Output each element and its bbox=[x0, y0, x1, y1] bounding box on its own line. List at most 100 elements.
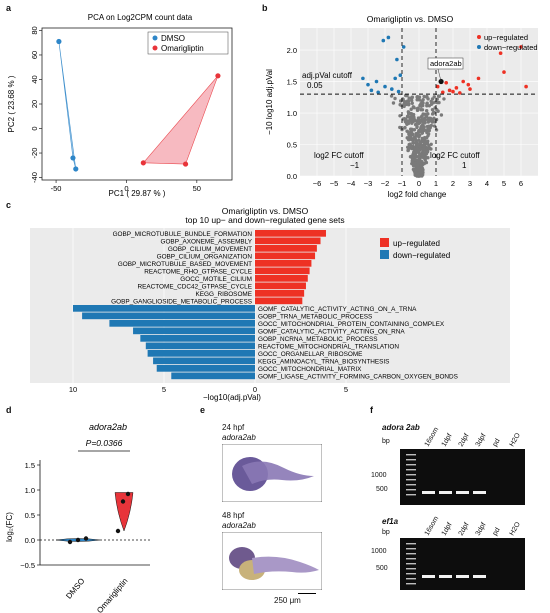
pca-ytick-label: 0 bbox=[30, 126, 39, 130]
gel-ladder-band bbox=[406, 464, 416, 466]
box-xtick-omarigliptin: Omarigliptin bbox=[95, 577, 129, 613]
volcano-ns-point bbox=[409, 154, 414, 159]
volcano-ns-point bbox=[432, 124, 437, 128]
geneset-bar-up bbox=[255, 245, 317, 252]
volcano-ytick-label: 2.0 bbox=[287, 46, 297, 55]
gel-ladder-band bbox=[406, 479, 416, 481]
volcano-ns-point bbox=[412, 106, 416, 110]
box-plot-layer bbox=[55, 491, 134, 545]
pca-ytick-label: 80 bbox=[30, 26, 39, 34]
volcano-xtick-label: −3 bbox=[364, 179, 373, 188]
volcano-ns-point bbox=[420, 131, 425, 135]
geneset-bar-up bbox=[255, 282, 306, 290]
volcano-up-point bbox=[524, 84, 528, 89]
volcano-ns-point bbox=[421, 153, 426, 157]
geneset-bar-down bbox=[153, 357, 255, 365]
volcano-ns-point bbox=[406, 103, 411, 107]
volcano-ns-point bbox=[419, 164, 424, 168]
geneset-label-down: GOBP_NCRNA_METABOLIC_PROCESS bbox=[258, 336, 378, 343]
gel-bottom-background bbox=[400, 538, 525, 590]
legend-dot-down bbox=[477, 45, 481, 49]
legend-dot-omarigliptin bbox=[152, 45, 158, 51]
geneset-bar-down bbox=[140, 335, 255, 342]
gel-band bbox=[422, 491, 435, 494]
volcano-xtick-label: −2 bbox=[381, 179, 390, 188]
volcano-up-point bbox=[454, 86, 459, 90]
volcano-ns-point bbox=[415, 125, 419, 130]
pca-ytick-label: 40 bbox=[30, 75, 39, 83]
volcano-ns-point bbox=[411, 119, 415, 123]
volcano-xtick-label: 0 bbox=[417, 179, 421, 188]
geneset-legend-up: up−regulated bbox=[393, 239, 440, 248]
gel-lane-label: 16som bbox=[424, 515, 441, 537]
box-title: adora2ab bbox=[89, 422, 127, 432]
volcano-ns-point bbox=[410, 160, 415, 164]
volcano-ns-point bbox=[434, 117, 439, 122]
pca-xtick-label: 50 bbox=[193, 184, 201, 193]
panel-e: 24 hpf adora2ab 48 hpf adora2ab 250 μm bbox=[200, 405, 370, 613]
volcano-ns-point bbox=[391, 101, 396, 105]
volcano-ns-point bbox=[430, 108, 435, 112]
volcano-ns-point bbox=[423, 112, 427, 116]
geneset-bar-down bbox=[133, 327, 255, 335]
volcano-xtick-label: 5 bbox=[502, 179, 506, 188]
gel-ladder-band bbox=[406, 484, 416, 486]
volcano-ns-point bbox=[417, 135, 421, 139]
volcano-ns-point bbox=[398, 99, 403, 103]
box-point-omarigliptin bbox=[125, 491, 131, 497]
volcano-ns-point bbox=[416, 121, 421, 126]
panel-letter-b: b bbox=[262, 3, 268, 13]
gel-lane-label: pd bbox=[492, 527, 502, 537]
volcano-ns-point bbox=[422, 145, 426, 149]
embryo-image-48hpf bbox=[222, 532, 322, 590]
volcano-up-point bbox=[476, 76, 481, 81]
pca-title: PCA on Log2CPM count data bbox=[88, 13, 193, 22]
volcano-ylabel: −10 log10 adj.pVal bbox=[265, 69, 274, 135]
volcano-ns-point bbox=[425, 101, 429, 106]
gel-band bbox=[439, 575, 452, 578]
legend-dot-up bbox=[477, 35, 481, 39]
volcano-ns-point bbox=[402, 99, 407, 104]
pval-cutoff-label: adj.pVal cutoff bbox=[302, 71, 353, 80]
volcano-down-point bbox=[398, 73, 403, 78]
volcano-ns-point bbox=[406, 130, 410, 134]
pca-legend: DMSO Omarigliptin bbox=[147, 31, 229, 55]
geneset-bar-up bbox=[255, 290, 305, 297]
volcano-legend-up: up−regulated bbox=[484, 33, 528, 42]
embryo-tail-24hpf bbox=[242, 461, 314, 484]
volcano-ns-point bbox=[412, 128, 416, 132]
gel-gene-top: adora 2ab bbox=[382, 423, 420, 432]
volcano-ns-point bbox=[398, 114, 402, 118]
volcano-xtick-label: 4 bbox=[485, 179, 489, 188]
volcano-ns-point bbox=[419, 115, 423, 119]
volcano-xtick-label: 6 bbox=[519, 179, 523, 188]
geneset-bar-down bbox=[156, 365, 255, 372]
volcano-ns-point bbox=[409, 107, 413, 111]
volcano-ns-point bbox=[416, 167, 421, 172]
adora2ab-callout-line bbox=[437, 68, 442, 82]
geneset-label-down: GOCC_ORGANELLAR_RIBOSOME bbox=[258, 351, 362, 358]
volcano-ns-point bbox=[420, 169, 424, 174]
geneset-label-down: GOBP_TRNA_METABOLIC_PROCESS bbox=[258, 314, 372, 321]
volcano-ns-point bbox=[407, 96, 411, 100]
in-situ-gene-bottom: adora2ab bbox=[222, 521, 256, 530]
geneset-label-up: GOBP_GANGLIOSIDE_METABOLIC_PROCESS bbox=[111, 299, 252, 306]
gel-ladder-band bbox=[406, 578, 416, 580]
volcano-ns-point bbox=[406, 99, 411, 104]
volcano-ns-point bbox=[410, 101, 414, 105]
pca-xtick-label: -50 bbox=[51, 184, 62, 193]
volcano-down-point bbox=[369, 88, 374, 93]
panel-letter-d: d bbox=[6, 405, 12, 415]
gel-band bbox=[456, 575, 469, 578]
volcano-ns-point bbox=[420, 118, 425, 122]
panel-letter-a: a bbox=[6, 3, 12, 13]
volcano-down-point bbox=[386, 35, 391, 40]
geneset-label-up: REACTOME_CDC42_GTPASE_CYCLE bbox=[138, 284, 252, 291]
gel-ladder-band bbox=[406, 563, 416, 565]
geneset-legend-down: down−regulated bbox=[393, 251, 450, 260]
gel-ladder-band bbox=[406, 558, 416, 560]
embryo-image-24hpf bbox=[222, 444, 322, 502]
geneset-label-down: KEGG_AMINOACYL_TRNA_BIOSYNTHESIS bbox=[258, 359, 389, 366]
box-axes: −0.5 0.0 0.5 1.0 1.5 bbox=[20, 460, 150, 570]
volcano-ns-point bbox=[406, 137, 411, 142]
